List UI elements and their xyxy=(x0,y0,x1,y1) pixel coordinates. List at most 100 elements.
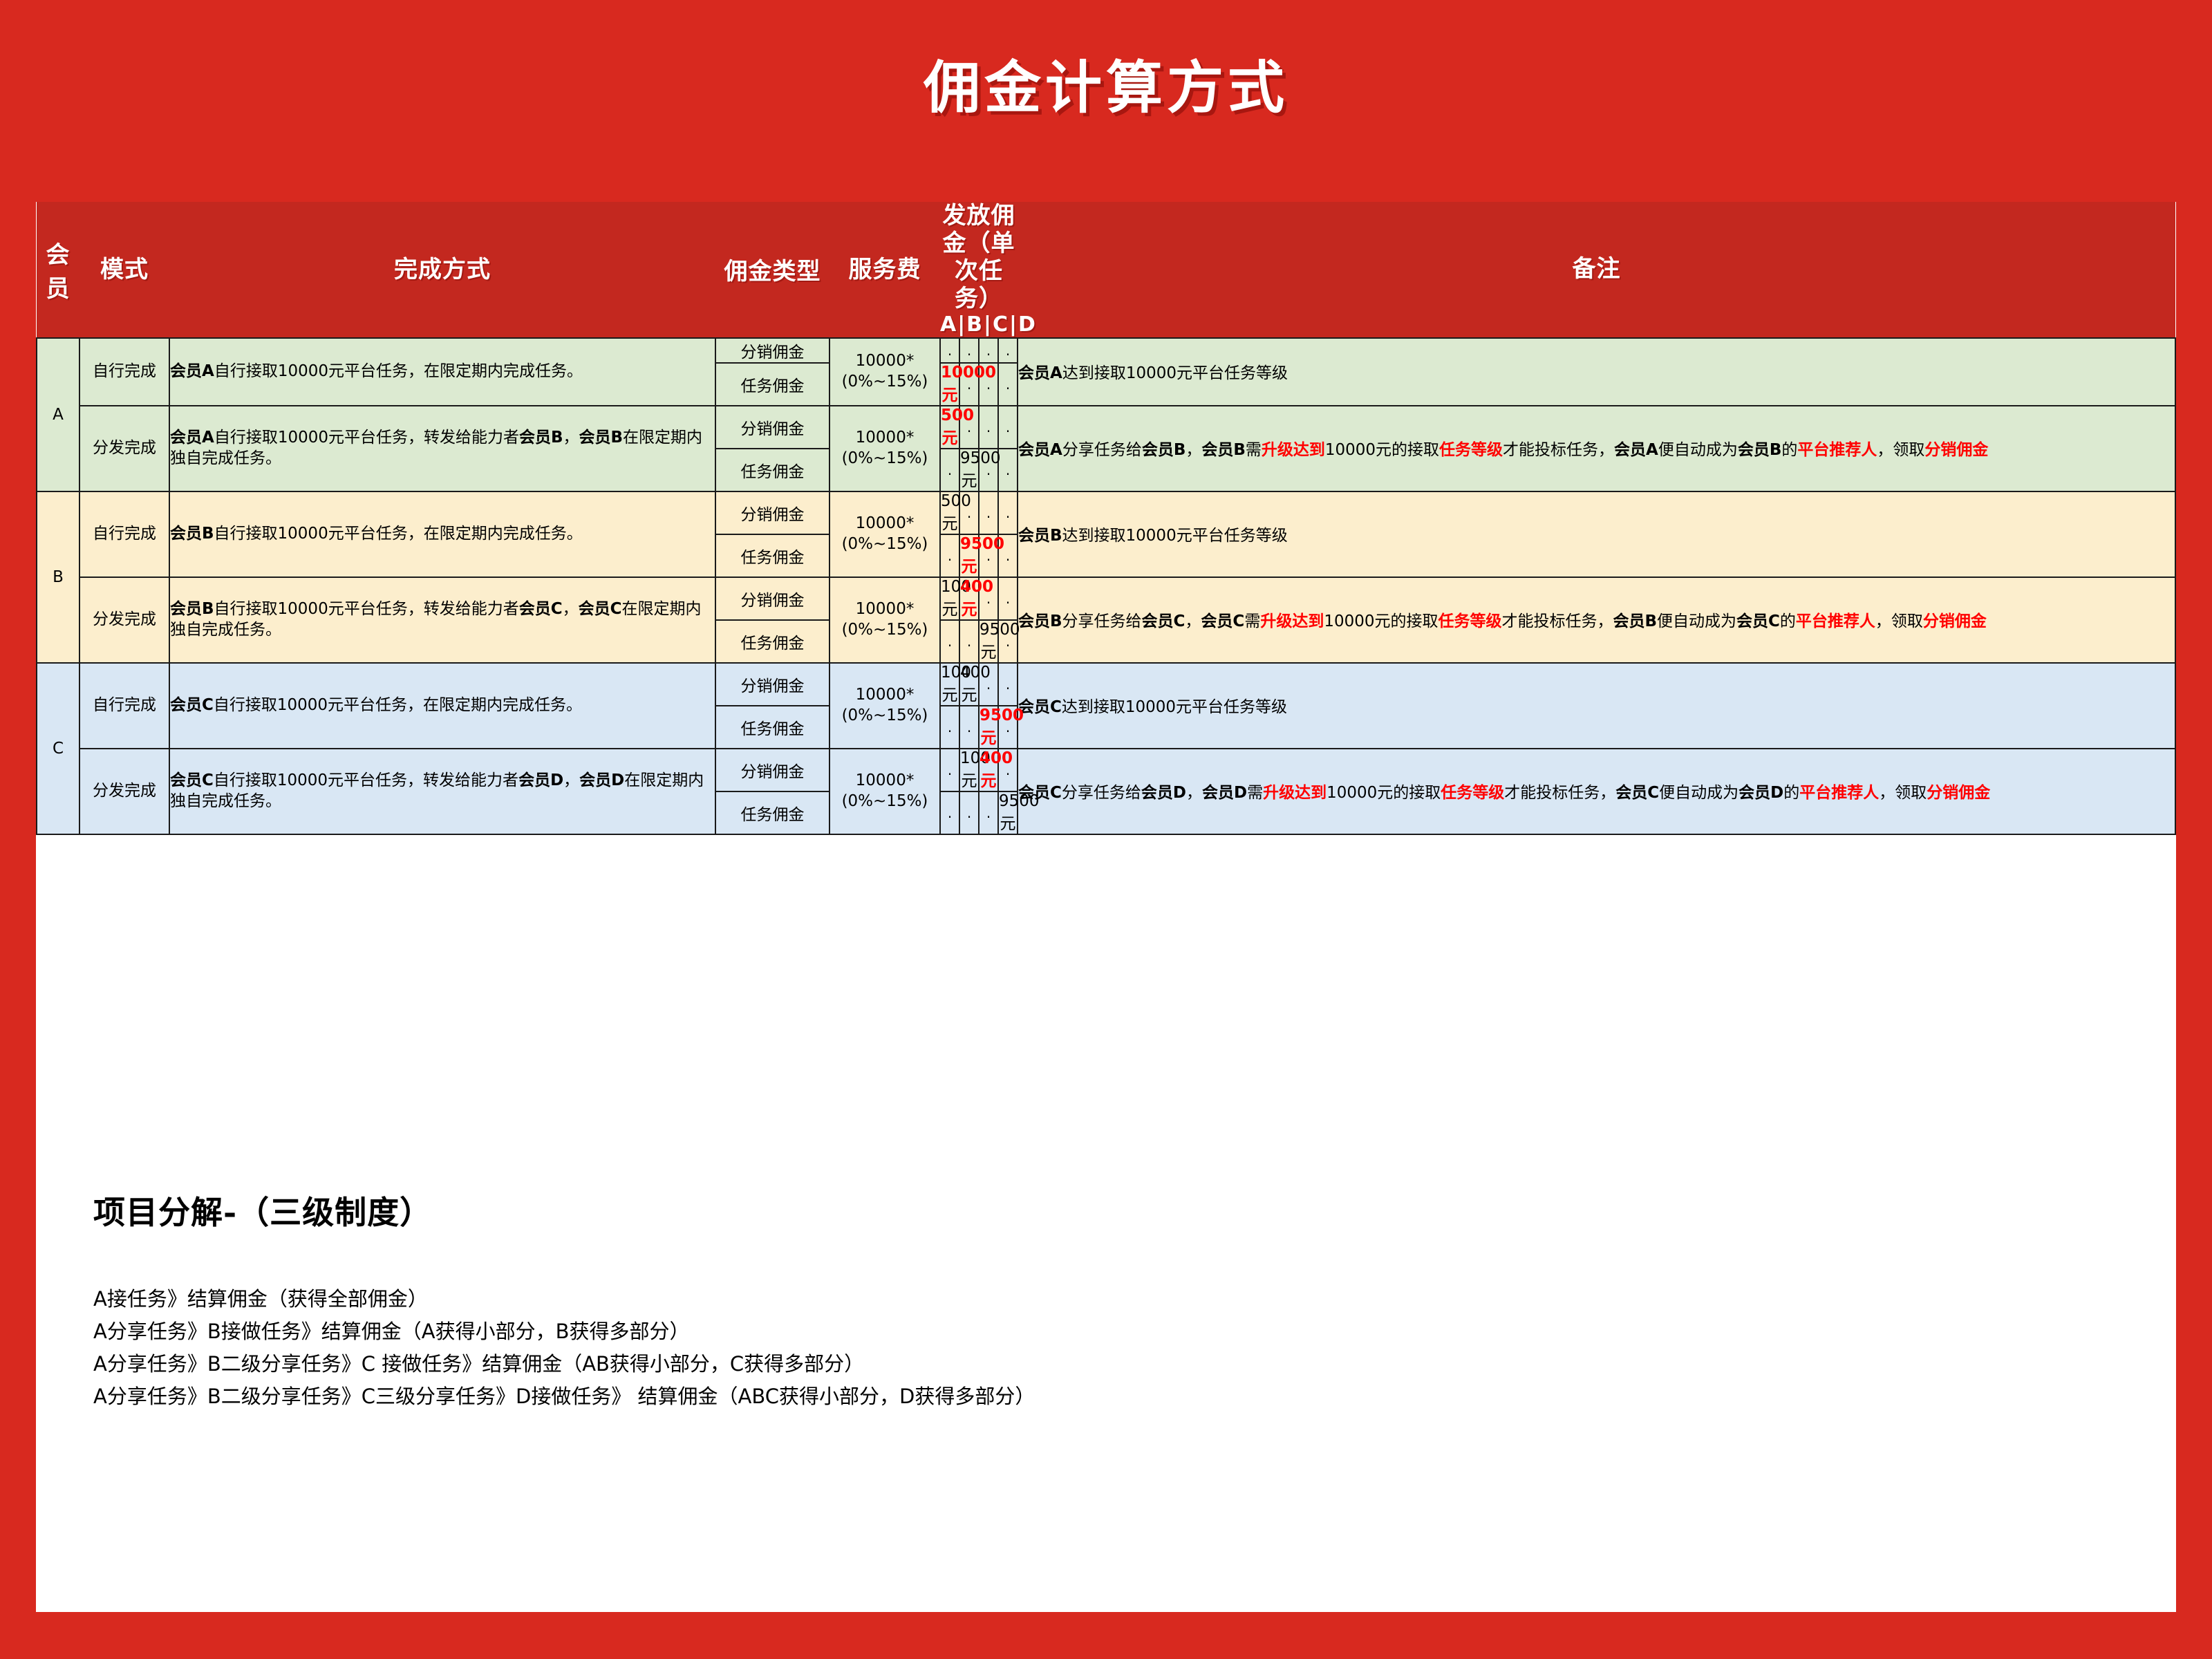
cell-payout-d: . xyxy=(997,404,1018,449)
cell-service-fee: 10000* (0%~15%) xyxy=(829,576,941,664)
cell-payout-a: 500元 xyxy=(939,404,974,449)
text-run: 自行接取10000元平台任务，转发给能力者 xyxy=(213,771,519,789)
cell-note: 会员B分享任务给会员C，会员C需升级达到10000元的接取任务等级才能投标任务，… xyxy=(1017,576,2176,664)
text-run: 自行接取10000元平台任务，在限定期内完成任务。 xyxy=(214,524,583,543)
cell-payout-d: . xyxy=(997,662,1018,706)
cell-payout-a: 500元 xyxy=(939,490,971,535)
col-header-payout-sub: A|B|C|D xyxy=(940,312,1037,337)
cell-payout-d: . xyxy=(997,447,1018,492)
payout-value: 9500元 xyxy=(960,534,1005,576)
text-run: 分享任务给 xyxy=(1062,440,1142,459)
cell-mode: 分发完成 xyxy=(79,576,170,664)
cell-payout-c: . xyxy=(978,362,999,406)
col-header-service-fee: 服务费 xyxy=(830,202,940,338)
text-run: 会员D xyxy=(1141,783,1186,802)
text-run: 会员C xyxy=(518,599,563,618)
payout-value: . xyxy=(1005,761,1011,778)
table-row: 分发完成 会员A自行接取10000元平台任务，转发给能力者会员B，会员B在限定期内… xyxy=(37,404,2176,492)
text-run: 会员B xyxy=(579,428,624,447)
cell-payout-b: 9500元 xyxy=(959,447,1001,492)
cell-service-fee: 10000* (0%~15%) xyxy=(829,662,941,749)
cell-payout-c: 9500元 xyxy=(978,619,1020,664)
payout-value: 500元 xyxy=(941,406,975,447)
cell-payout-d: . xyxy=(997,362,1018,406)
cell-note: 会员A分享任务给会员B，会员B需升级达到10000元的接取任务等级才能投标任务，… xyxy=(1017,404,2176,492)
payout-value: . xyxy=(947,761,953,778)
cell-commission-type: 分销佣金 xyxy=(715,576,830,621)
text-run: 会员D xyxy=(579,771,625,789)
text-run: 会员B xyxy=(518,428,563,447)
cell-mode: 分发完成 xyxy=(79,404,170,492)
text-run: 需 xyxy=(1245,440,1262,459)
cell-payout-c: . xyxy=(978,404,999,449)
payout-value: . xyxy=(1005,590,1011,607)
table-header-row: 会员 模式 完成方式 佣金类型 服务费 发放佣金（单次任务） A|B|C|D 备… xyxy=(37,202,2175,338)
table-row: C 自行完成 会员C自行接取10000元平台任务，在限定期内完成任务。 分销佣金 100… xyxy=(36,662,2176,835)
cell-commission-type: 任务佣金 xyxy=(715,533,830,578)
cell-payout-b: 400元 xyxy=(959,662,991,706)
cell-payout-a: . xyxy=(939,619,960,664)
payout-value: . xyxy=(947,804,953,821)
cell-payout-d: . xyxy=(997,533,1018,578)
cell-note: 会员C达到接取10000元平台任务等级 xyxy=(1017,662,2176,749)
col-header-payout: 发放佣金（单次任务） A|B|C|D xyxy=(940,202,1037,338)
table-header: 会员 模式 完成方式 佣金类型 服务费 发放佣金（单次任务） A|B|C|D 备… xyxy=(37,202,2175,338)
text-run: ， xyxy=(1185,612,1201,630)
payout-value: . xyxy=(966,504,972,521)
service-fee-line2: (0%~15%) xyxy=(841,534,928,553)
table-body: A 自行完成 会员A自行接取10000元平台任务，在限定期内完成任务。 分销佣金 100… xyxy=(36,337,2176,835)
text-run: 达到接取10000元平台任务等级 xyxy=(1062,364,1288,382)
cell-note: 会员A达到接取10000元平台任务等级 xyxy=(1017,337,2176,406)
cell-payout-d: . xyxy=(997,576,1018,621)
text-run: 会员C xyxy=(170,695,214,714)
cell-payout-c: . xyxy=(978,337,999,364)
table-row: 分发完成 会员C自行接取10000元平台任务，转发给能力者会员D，会员D在限定期内… xyxy=(37,747,2176,835)
payout-value: 400元 xyxy=(960,663,991,704)
col-header-member: 会员 xyxy=(37,202,79,338)
breakdown-line: A分享任务》B接做任务》结算佣金（A获得小部分，B获得多部分） xyxy=(93,1319,690,1343)
cell-commission-type: 分销佣金 xyxy=(715,747,830,792)
cell-payout-d: . xyxy=(997,747,1018,792)
text-run: 会员C xyxy=(1615,783,1660,802)
text-run: 会员C xyxy=(1201,612,1245,630)
content-panel: 会员 模式 完成方式 佣金类型 服务费 发放佣金（单次任务） A|B|C|D 备… xyxy=(36,202,2176,1612)
service-fee-line2: (0%~15%) xyxy=(841,706,928,724)
text-run: 达到接取10000元平台任务等级 xyxy=(1061,697,1288,716)
cell-method: 会员C自行接取10000元平台任务，转发给能力者会员D，会员D在限定期内独自完成… xyxy=(169,747,716,835)
text-run: ， xyxy=(563,428,579,447)
table-row: A 自行完成 会员A自行接取10000元平台任务，在限定期内完成任务。 分销佣金 100… xyxy=(36,337,2176,492)
payout-value: . xyxy=(1005,675,1011,693)
col-header-payout-main: 发放佣金（单次任务） xyxy=(942,202,1015,313)
cell-payout-c: . xyxy=(978,533,999,578)
service-fee-line1: 10000* xyxy=(855,514,915,532)
payout-value: 9500元 xyxy=(980,706,1024,747)
cell-payout-c: 400元 xyxy=(978,747,1013,792)
cell-payout-a: . xyxy=(939,533,960,578)
cell-method: 会员B自行接取10000元平台任务，在限定期内完成任务。 xyxy=(169,490,716,578)
text-run: 会员D xyxy=(518,771,564,789)
cell-payout-b: . xyxy=(959,362,980,406)
cell-mode: 自行完成 xyxy=(79,490,170,578)
text-run: 自行接取10000元平台任务，在限定期内完成任务。 xyxy=(213,695,583,714)
text-run: 任务等级 xyxy=(1441,783,1505,802)
cell-payout-a: 100元 xyxy=(939,576,971,621)
cell-payout-b: . xyxy=(959,619,980,664)
cell-payout-c: . xyxy=(978,490,999,535)
text-run: 分享任务给 xyxy=(1061,783,1141,802)
cell-payout-b: 400元 xyxy=(959,576,993,621)
text-run: 达到接取10000元平台任务等级 xyxy=(1062,526,1288,545)
text-run: 才能投标任务， xyxy=(1501,612,1613,630)
text-run: 会员B xyxy=(1201,440,1246,459)
payout-value: . xyxy=(986,675,991,693)
text-run: 便自动成为 xyxy=(1659,783,1739,802)
text-run: 分销佣金 xyxy=(1927,783,1991,802)
cell-service-fee: 10000* (0%~15%) xyxy=(829,747,941,835)
cell-payout-a: . xyxy=(939,447,960,492)
payout-value: . xyxy=(986,590,991,607)
commission-table: 会员 模式 完成方式 佣金类型 服务费 发放佣金（单次任务） A|B|C|D 备… xyxy=(36,202,2176,835)
text-run: 的 xyxy=(1779,612,1796,630)
cell-payout-a: . xyxy=(939,747,960,792)
payout-value: . xyxy=(1005,461,1011,478)
payout-value: . xyxy=(986,804,991,821)
cell-payout-d: . xyxy=(997,704,1018,749)
